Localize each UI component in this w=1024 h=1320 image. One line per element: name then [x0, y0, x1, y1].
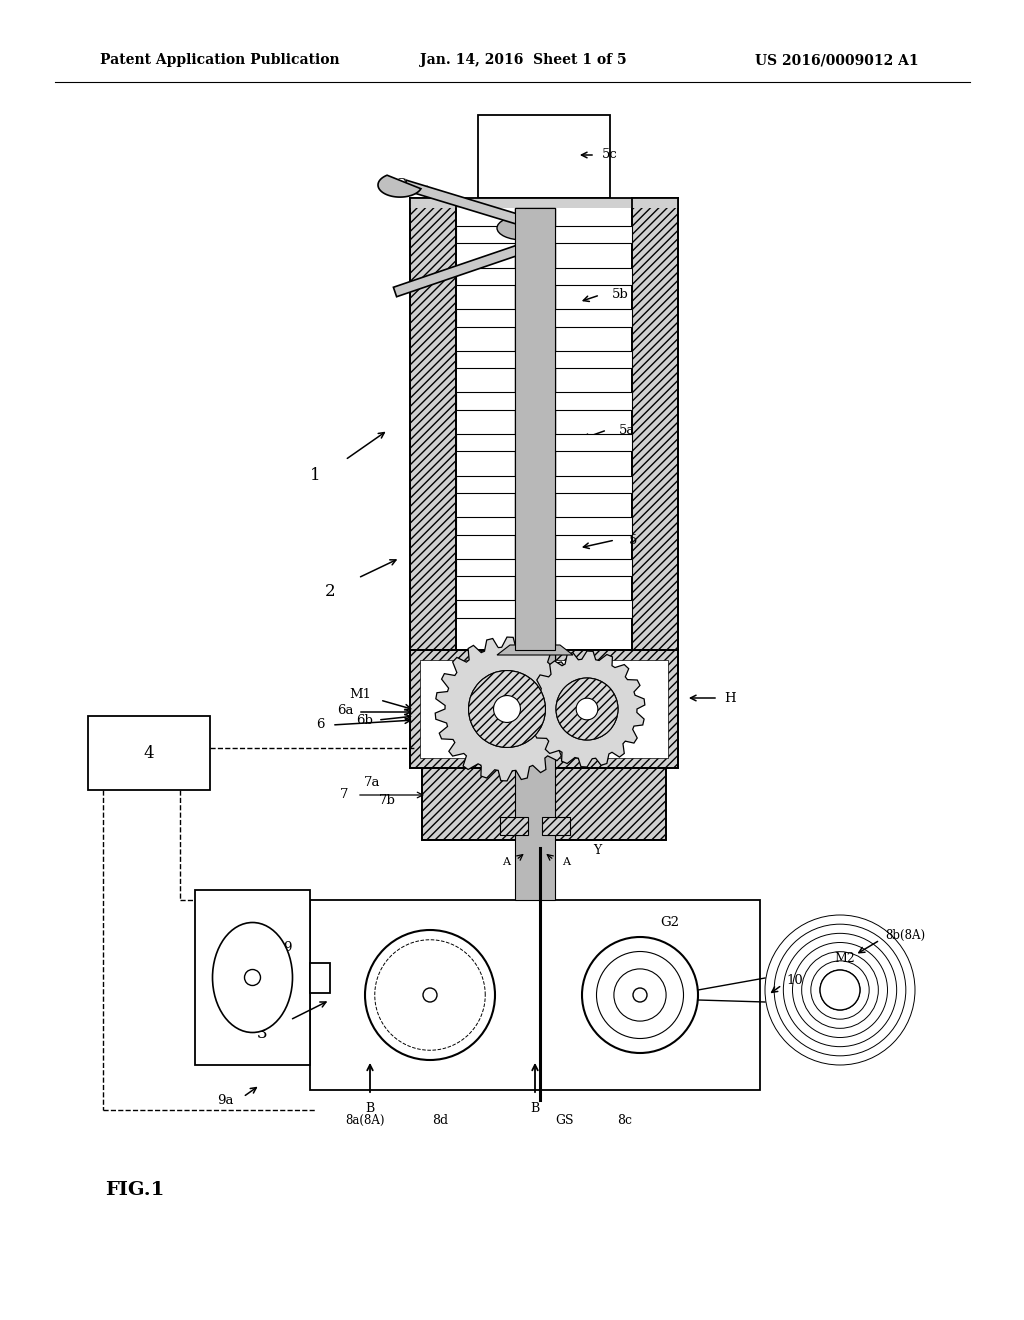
Bar [310, 900, 760, 1090]
Circle shape [577, 698, 598, 719]
Circle shape [423, 987, 437, 1002]
Bar [515, 649, 555, 900]
Text: 8c: 8c [617, 1114, 633, 1126]
Text: H: H [724, 692, 736, 705]
Polygon shape [435, 638, 579, 781]
Text: 9: 9 [284, 941, 292, 954]
Bar [555, 517, 632, 535]
Text: 6b: 6b [356, 714, 374, 726]
Text: 5b: 5b [611, 289, 629, 301]
Text: 2: 2 [325, 583, 335, 601]
Circle shape [633, 987, 647, 1002]
Circle shape [820, 970, 860, 1010]
Bar [456, 351, 515, 368]
Bar [456, 517, 515, 535]
Bar [410, 198, 678, 209]
Polygon shape [378, 176, 421, 197]
Bar [555, 351, 632, 368]
Text: 7a: 7a [364, 776, 380, 788]
Text: US 2016/0009012 A1: US 2016/0009012 A1 [755, 53, 919, 67]
Text: A: A [562, 857, 570, 867]
Text: 5c: 5c [602, 149, 617, 161]
Text: B: B [366, 1101, 375, 1114]
Bar [310, 962, 330, 993]
Circle shape [582, 937, 698, 1053]
Polygon shape [556, 678, 618, 741]
Bar [555, 226, 632, 243]
Text: M2: M2 [835, 952, 855, 965]
Text: A: A [502, 857, 510, 867]
Ellipse shape [213, 923, 293, 1032]
Bar [410, 649, 678, 768]
Bar [515, 209, 555, 660]
Bar [456, 309, 515, 326]
Polygon shape [393, 242, 531, 297]
Bar [478, 115, 610, 198]
Text: 7: 7 [340, 788, 348, 801]
Bar [555, 309, 632, 326]
Text: 6: 6 [315, 718, 325, 731]
Bar [500, 817, 528, 836]
Text: Y: Y [593, 843, 601, 857]
Circle shape [365, 931, 495, 1060]
Circle shape [614, 969, 666, 1022]
Bar [555, 601, 632, 618]
Bar [456, 434, 515, 451]
Bar [515, 209, 555, 649]
Text: 8a(8A): 8a(8A) [345, 1114, 385, 1126]
Polygon shape [469, 671, 546, 747]
Text: B: B [530, 1101, 540, 1114]
Text: GS: GS [556, 1114, 574, 1126]
Bar [410, 198, 456, 649]
Text: FIG.1: FIG.1 [105, 1181, 165, 1199]
Bar [410, 649, 678, 768]
Ellipse shape [497, 216, 549, 240]
Circle shape [494, 696, 520, 722]
Bar [555, 268, 632, 285]
Polygon shape [403, 181, 531, 228]
Bar [195, 890, 310, 1065]
Bar [88, 715, 210, 789]
Text: M1: M1 [349, 689, 371, 701]
Bar [420, 660, 668, 758]
Bar [456, 268, 515, 285]
Circle shape [469, 671, 546, 747]
Text: G1: G1 [496, 652, 514, 664]
Bar [422, 768, 666, 840]
Text: 4: 4 [143, 744, 155, 762]
Polygon shape [529, 651, 645, 767]
Text: 8d: 8d [432, 1114, 449, 1126]
Polygon shape [497, 645, 573, 655]
Text: 10: 10 [786, 974, 804, 986]
Text: 7b: 7b [379, 793, 395, 807]
Circle shape [597, 952, 683, 1039]
Circle shape [556, 678, 618, 741]
Bar [456, 601, 515, 618]
Text: Patent Application Publication: Patent Application Publication [100, 53, 340, 67]
Text: 9a: 9a [217, 1093, 233, 1106]
Text: Jan. 14, 2016  Sheet 1 of 5: Jan. 14, 2016 Sheet 1 of 5 [420, 53, 627, 67]
Text: 5: 5 [629, 533, 637, 546]
Bar [555, 558, 632, 577]
Text: G: G [394, 178, 407, 191]
Text: 1: 1 [309, 466, 321, 483]
Bar [555, 434, 632, 451]
Bar [555, 392, 632, 411]
Bar [456, 558, 515, 577]
Text: 8b(8A): 8b(8A) [885, 928, 925, 941]
Bar [555, 475, 632, 494]
Text: 6a: 6a [337, 704, 353, 717]
Text: 3: 3 [257, 1024, 267, 1041]
Text: 5a: 5a [618, 424, 635, 437]
Text: G2: G2 [660, 916, 680, 928]
Bar [456, 475, 515, 494]
Bar [456, 392, 515, 411]
Bar [542, 817, 570, 836]
Bar [456, 226, 515, 243]
Bar [422, 768, 666, 840]
Circle shape [245, 969, 260, 986]
Bar [632, 198, 678, 649]
